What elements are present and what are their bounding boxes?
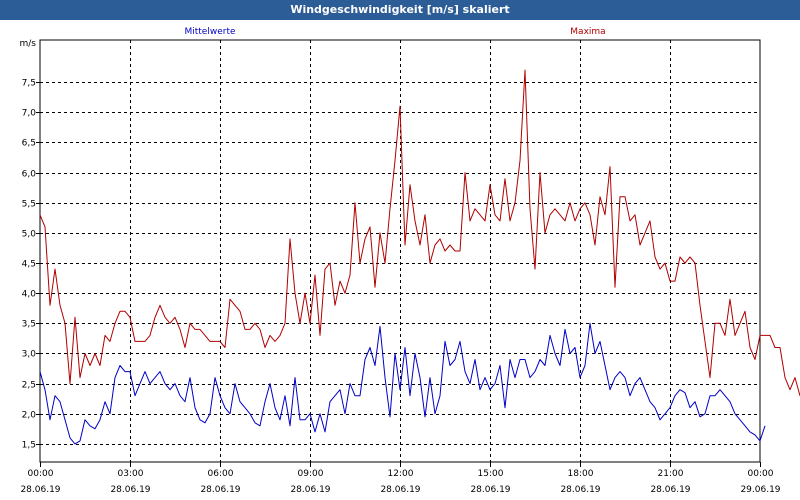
x-tick-time-label: 21:00: [658, 469, 684, 479]
y-tick-label: 4,5: [22, 260, 36, 270]
x-tick-time-label: 12:00: [388, 469, 414, 479]
x-tick-time-label: 15:00: [478, 469, 504, 479]
y-tick-label: 6,0: [22, 170, 37, 180]
x-tick-time-label: 06:00: [208, 469, 234, 479]
y-tick-label: 2,5: [22, 381, 36, 391]
x-tick-time-label: 09:00: [298, 469, 324, 479]
x-tick-date-label: 28.06.19: [20, 485, 60, 495]
y-tick-label: 5,5: [22, 200, 36, 210]
y-tick-label: 2,0: [22, 411, 37, 421]
series-line-maxima: [39, 69, 800, 397]
y-tick-label: 5,0: [22, 230, 37, 240]
y-tick-label: 3,0: [22, 350, 37, 360]
labels: 1,5 2,0 2,5 3,0 3,5 4,0 4,5 5,0 5,5 6,0 6,5 7,0 7,5 0…: [20, 27, 781, 495]
y-tick-label: 6,5: [22, 139, 36, 149]
window-title: Windgeschwindigkeit [m/s] skaliert: [0, 0, 800, 20]
x-tick-date-label: 28.06.19: [380, 485, 420, 495]
line-chart: 1,5 2,0 2,5 3,0 3,5 4,0 4,5 5,0 5,5 6,0 6,5 7,0 7,5 0…: [0, 20, 800, 500]
x-tick-date-label: 28.06.19: [650, 485, 690, 495]
series-line-mittelwerte: [39, 322, 766, 445]
x-tick-date-label: 28.06.19: [470, 485, 510, 495]
legend-label-mittelwerte: Mittelwerte: [184, 27, 235, 37]
y-tick-label: 4,0: [22, 290, 37, 300]
chart-background: [0, 20, 800, 500]
x-tick-date-label: 28.06.19: [200, 485, 240, 495]
x-tick-date-label: 28.06.19: [290, 485, 330, 495]
legend-label-maxima: Maxima: [570, 27, 605, 37]
y-tick-label: 7,5: [22, 79, 36, 89]
axes: [36, 39, 761, 467]
y-tick-label: 7,0: [22, 109, 37, 119]
x-tick-date-label: 29.06.19: [740, 485, 780, 495]
x-tick-date-label: 28.06.19: [110, 485, 150, 495]
x-tick-time-label: 03:00: [118, 469, 144, 479]
y-axis-label: m/s: [20, 39, 37, 49]
x-tick-date-label: 28.06.19: [560, 485, 600, 495]
x-tick-time-label: 00:00: [28, 469, 54, 479]
y-tick-label: 1,5: [22, 441, 36, 451]
grid: [40, 40, 760, 462]
x-tick-time-label: 00:00: [748, 469, 774, 479]
x-tick-time-label: 18:00: [568, 469, 594, 479]
y-tick-label: 3,5: [22, 320, 36, 330]
series-lines: [39, 69, 800, 445]
